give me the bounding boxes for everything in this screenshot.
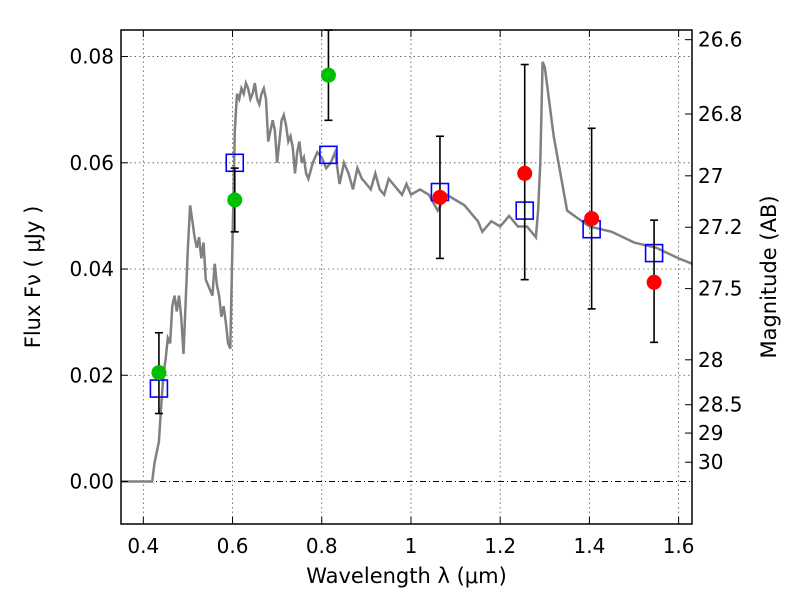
x-axis-ticks: 0.4 0.6 0.8 1 1.2 1.4 1.6 (127, 30, 695, 558)
x-tick-label: 0.4 (127, 534, 159, 558)
observed-photometry-points (151, 29, 662, 415)
x-tick-label: 0.6 (217, 534, 249, 558)
x-tick-label: 0.8 (306, 534, 338, 558)
observed-photometry-point (320, 67, 336, 83)
magnitude-tick-label: 26.6 (698, 28, 743, 52)
magnitude-axis-ticks: 26.6 26.8 27 27.2 27.5 28 28.5 29 30 (685, 28, 743, 474)
magnitude-tick-label: 30 (698, 450, 723, 474)
x-axis-label: Wavelength λ (μm) (306, 564, 507, 588)
magnitude-tick-label: 28 (698, 348, 723, 372)
observed-photometry-point (646, 274, 662, 290)
plot-frame (120, 29, 693, 525)
magnitude-tick-label: 28.5 (698, 393, 743, 417)
observed-photometry-point (151, 365, 167, 381)
x-tick-label: 1.6 (663, 534, 695, 558)
magnitude-axis-label: Magnitude (AB) (757, 195, 781, 358)
y-axis-label: Flux Fν ( μJy ) (21, 206, 45, 349)
y-tick-label: 0.00 (69, 470, 114, 494)
y-axis-ticks: 0.00 0.02 0.04 0.06 0.08 (69, 45, 128, 494)
y-tick-label: 0.08 (69, 45, 114, 69)
observed-photometry-point (227, 192, 243, 208)
model-photometry-square (319, 145, 338, 165)
x-tick-label: 1.4 (573, 534, 605, 558)
x-tick-label: 1.2 (484, 534, 516, 558)
magnitude-tick-label: 29 (698, 421, 723, 445)
x-tick-label: 1 (405, 534, 418, 558)
magnitude-tick-label: 27.2 (698, 215, 743, 239)
magnitude-tick-label: 27 (698, 164, 723, 188)
y-tick-label: 0.04 (69, 257, 114, 281)
y-tick-label: 0.02 (69, 363, 114, 387)
magnitude-tick-label: 26.8 (698, 102, 743, 126)
grid-lines (121, 30, 692, 524)
observed-photometry-point (432, 189, 448, 205)
observed-photometry-point (584, 211, 600, 227)
y-tick-label: 0.06 (69, 151, 114, 175)
magnitude-tick-label: 27.5 (698, 277, 743, 301)
observed-photometry-point (517, 165, 533, 181)
sed-model-curve (121, 61, 693, 483)
